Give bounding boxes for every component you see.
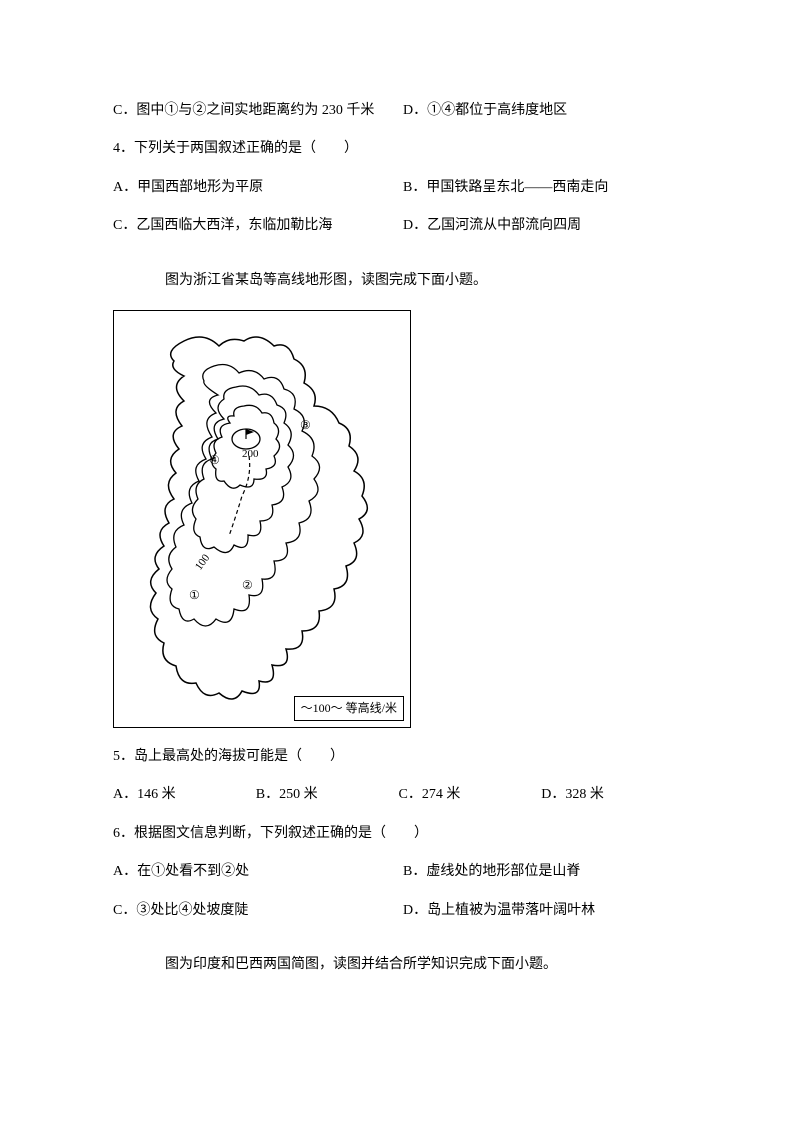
q5-stem: 5．岛上最高处的海拔可能是（ ） [113,746,684,768]
q4-option-a: A．甲国西部地形为平原 [113,177,403,199]
contour-label-200: 200 [242,446,259,464]
q4-option-c: C．乙国西临大西洋，东临加勒比海 [113,215,403,237]
map-box: 200 100 ① ② ③ ④ ～100～ 等高线/米 [113,310,411,728]
q6-option-c: C．③处比④处坡度陡 [113,900,403,922]
q6-option-d: D．岛上植被为温带落叶阔叶林 [403,900,684,922]
map-marker-1: ① [189,586,200,605]
contour-map-figure: 200 100 ① ② ③ ④ ～100～ 等高线/米 [113,310,684,728]
q5-option-a: A．146 米 [113,784,256,806]
q4-options-cd: C．乙国西临大西洋，东临加勒比海 D．乙国河流从中部流向四周 [113,215,684,237]
q5-option-c: C．274 米 [399,784,542,806]
prev-option-c: C．图中①与②之间实地距离约为 230 千米 [113,100,403,122]
q5-options: A．146 米 B．250 米 C．274 米 D．328 米 [113,784,684,806]
prev-option-d: D．①④都位于高纬度地区 [403,100,684,122]
contour-map-svg [114,311,410,727]
intro-text-1: 图为浙江省某岛等高线地形图，读图完成下面小题。 [165,270,684,292]
q6-option-a: A．在①处看不到②处 [113,861,403,883]
q6-options-cd: C．③处比④处坡度陡 D．岛上植被为温带落叶阔叶林 [113,900,684,922]
q6-option-b: B．虚线处的地形部位是山脊 [403,861,684,883]
q4-options-ab: A．甲国西部地形为平原 B．甲国铁路呈东北——西南走向 [113,177,684,199]
q6-stem: 6．根据图文信息判断，下列叙述正确的是（ ） [113,823,684,845]
q6-options-ab: A．在①处看不到②处 B．虚线处的地形部位是山脊 [113,861,684,883]
prev-options-cd: C．图中①与②之间实地距离约为 230 千米 D．①④都位于高纬度地区 [113,100,684,122]
q4-option-d: D．乙国河流从中部流向四周 [403,215,684,237]
map-marker-3: ③ [300,416,311,435]
q5-option-b: B．250 米 [256,784,399,806]
map-legend: ～100～ 等高线/米 [294,696,404,721]
q5-option-d: D．328 米 [541,784,684,806]
intro-text-2: 图为印度和巴西两国简图，读图并结合所学知识完成下面小题。 [165,954,684,976]
map-marker-4: ④ [209,451,220,470]
q4-option-b: B．甲国铁路呈东北——西南走向 [403,177,684,199]
q4-stem: 4．下列关于两国叙述正确的是（ ） [113,138,684,160]
map-marker-2: ② [242,576,253,595]
